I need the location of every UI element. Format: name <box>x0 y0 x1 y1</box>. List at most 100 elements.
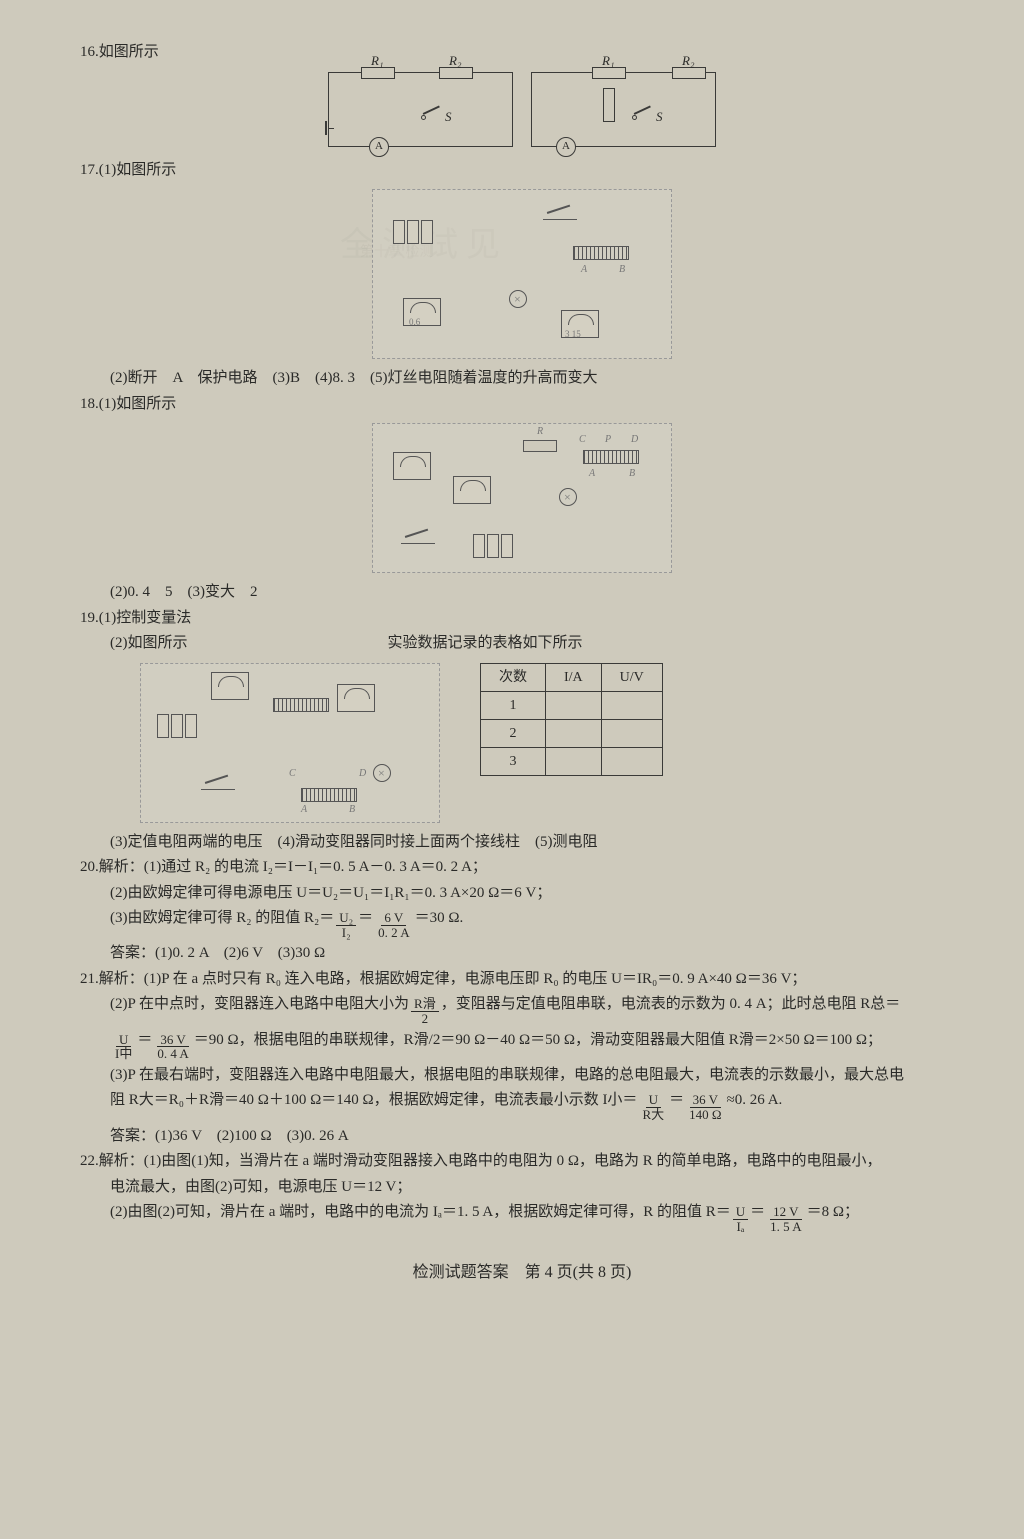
q21-p2a: (2)P 在中点时，变阻器连入电路中电阻大小为 R滑2 ，变阻器与定值电阻串联，… <box>110 993 964 1025</box>
table-header: 次数 I/A U/V <box>481 663 663 691</box>
label-r2: R₂ <box>682 51 694 71</box>
table-row: 1 <box>481 691 663 719</box>
fraction: U₂I₂ <box>336 911 356 939</box>
battery-long <box>328 128 334 130</box>
q20-p2: (2)由欧姆定律可得电源电压 U＝U₂＝U₁＝I₁R₁＝0. 3 A×20 Ω＝… <box>110 882 964 905</box>
lbl-p: P <box>605 432 611 447</box>
battery <box>157 714 201 738</box>
rheostat-bottom <box>301 788 357 802</box>
q19-p2: (2)如图所示 <box>110 632 188 655</box>
q18-num: 18. <box>80 393 99 416</box>
fraction: UR大 <box>639 1093 667 1121</box>
data-table: 次数 I/A U/V 1 2 3 <box>480 663 663 776</box>
rheostat <box>583 450 639 464</box>
q21-p1: 解析：(1)P 在 a 点时只有 R₀ 连入电路，根据欧姆定律，电源电压即 R₀… <box>99 968 807 991</box>
fraction: 36 V140 Ω <box>686 1093 724 1121</box>
q22-num: 22. <box>80 1150 99 1173</box>
q19-table-intro: 实验数据记录的表格如下所示 <box>388 632 583 655</box>
q21-ans: 答案：(1)36 V (2)100 Ω (3)0. 26 A <box>110 1125 964 1148</box>
label-r1: R₁ <box>602 51 614 71</box>
q16-line: 16. 如图所示 <box>80 41 964 64</box>
table-row: 2 <box>481 719 663 747</box>
lbl-d: D <box>631 432 638 447</box>
lbl-d: D <box>359 766 366 781</box>
q21-p3b: 阻 R大＝R₀＋R滑＝40 Ω＋100 Ω＝140 Ω，根据欧姆定律，电流表最小… <box>110 1089 964 1121</box>
q20-line1: 20. 解析：(1)通过 R₂ 的电流 I₂＝I－I₁＝0. 5 A－0. 3 … <box>80 856 964 879</box>
q18-p1: (1)如图所示 <box>99 393 177 416</box>
q19-line1: 19. (1)控制变量法 <box>80 607 964 630</box>
q22-p2: (2)由图(2)可知，滑片在 a 端时，电路中的电流为 Iₐ＝1. 5 A，根据… <box>110 1201 964 1233</box>
rheostat-top <box>273 698 329 712</box>
fraction: UI中 <box>112 1033 135 1061</box>
page-footer: 检测试题答案 第 4 页(共 8 页) <box>80 1261 964 1285</box>
circuit-diagrams: R₁ R₂ S A R₁ R₂ S A <box>80 72 964 147</box>
q20-intro: 解析：(1)通过 R₂ 的电流 I₂＝I－I₁＝0. 5 A－0. 3 A＝0.… <box>99 856 487 879</box>
lbl-a: A <box>581 262 587 277</box>
th-1: 次数 <box>481 663 546 691</box>
bulb <box>559 488 577 506</box>
battery-icon <box>393 220 437 244</box>
th-3: U/V <box>601 663 662 691</box>
fraction: 6 V0. 2 A <box>375 911 412 939</box>
bulb <box>373 764 391 782</box>
lbl-c: C <box>579 432 586 447</box>
fraction: 36 V0. 4 A <box>154 1033 191 1061</box>
switch <box>401 526 435 544</box>
q19-num: 19. <box>80 607 99 630</box>
q20-num: 20. <box>80 856 99 879</box>
meter2-label: 3 15 <box>565 328 581 342</box>
q21-p3a: (3)P 在最右端时，变阻器连入电路中电阻最大，根据电阻的串联规律，电路的总电阻… <box>110 1064 964 1087</box>
battery-short <box>325 121 327 135</box>
switch-icon <box>543 202 577 220</box>
circuit-left: R₁ R₂ S A <box>328 72 513 147</box>
q18-line1: 18. (1)如图所示 <box>80 393 964 416</box>
bulb-icon <box>509 290 527 308</box>
q19-line2: (2)如图所示 实验数据记录的表格如下所示 <box>110 632 964 655</box>
lbl-b: B <box>629 466 635 481</box>
th-2: I/A <box>546 663 602 691</box>
meter-1 <box>211 672 249 700</box>
q22-line1: 22. 解析：(1)由图(1)知，当滑片在 a 端时滑动变阻器接入电路中的电阻为… <box>80 1150 964 1173</box>
label-r1: R₁ <box>371 51 383 71</box>
q19-p3: (3)定值电阻两端的电压 (4)滑动变阻器同时接上面两个接线柱 (5)测电阻 <box>110 831 964 854</box>
diagram-17: A B 0.6 3 15 <box>80 189 964 359</box>
q22-p1b: 电流最大，由图(2)可知，电源电压 U＝12 V； <box>110 1176 964 1199</box>
meter-v <box>393 452 431 480</box>
resistor-vert <box>603 88 615 122</box>
meter1-label: 0.6 <box>409 316 420 330</box>
switch <box>632 105 654 119</box>
q19-p1: (1)控制变量法 <box>99 607 192 630</box>
q16-num: 16. <box>80 41 99 64</box>
resistor <box>523 440 557 452</box>
switch <box>421 105 443 119</box>
ammeter: A <box>369 137 389 157</box>
rheostat-icon <box>573 246 629 260</box>
q16-text: 如图所示 <box>99 41 159 64</box>
q21-num: 21. <box>80 968 99 991</box>
label-r2: R₂ <box>449 51 461 71</box>
lbl-a: A <box>301 802 307 817</box>
q21-line1: 21. 解析：(1)P 在 a 点时只有 R₀ 连入电路，根据欧姆定律，电源电压… <box>80 968 964 991</box>
q20-ans: 答案：(1)0. 2 A (2)6 V (3)30 Ω <box>110 942 964 965</box>
meter-a <box>453 476 491 504</box>
lbl-c: C <box>289 766 296 781</box>
fraction: UIₐ <box>733 1205 748 1233</box>
q17-line1: 17. (1)如图所示 <box>80 159 964 182</box>
q19-content: C D A B 次数 I/A U/V 1 2 3 <box>140 663 964 823</box>
q21-p2b: UI中 ＝ 36 V0. 4 A ＝90 Ω，根据电阻的串联规律，R滑/2＝90… <box>110 1029 964 1061</box>
q18-p2: (2)0. 4 5 (3)变大 2 <box>110 581 964 604</box>
diagram-18: R C P D A B <box>80 423 964 573</box>
diagram-19: C D A B <box>140 663 440 823</box>
lbl-b: B <box>619 262 625 277</box>
label-s: S <box>656 107 663 127</box>
switch <box>201 772 235 790</box>
meter-2 <box>337 684 375 712</box>
q17-p2: (2)断开 A 保护电路 (3)B (4)8. 3 (5)灯丝电阻随着温度的升高… <box>110 367 964 390</box>
ammeter: A <box>556 137 576 157</box>
circuit-right: R₁ R₂ S A <box>531 72 716 147</box>
lbl-b: B <box>349 802 355 817</box>
fraction: R滑2 <box>411 997 439 1025</box>
lbl-a: A <box>589 466 595 481</box>
label-s: S <box>445 107 452 127</box>
lbl-r: R <box>537 424 543 439</box>
